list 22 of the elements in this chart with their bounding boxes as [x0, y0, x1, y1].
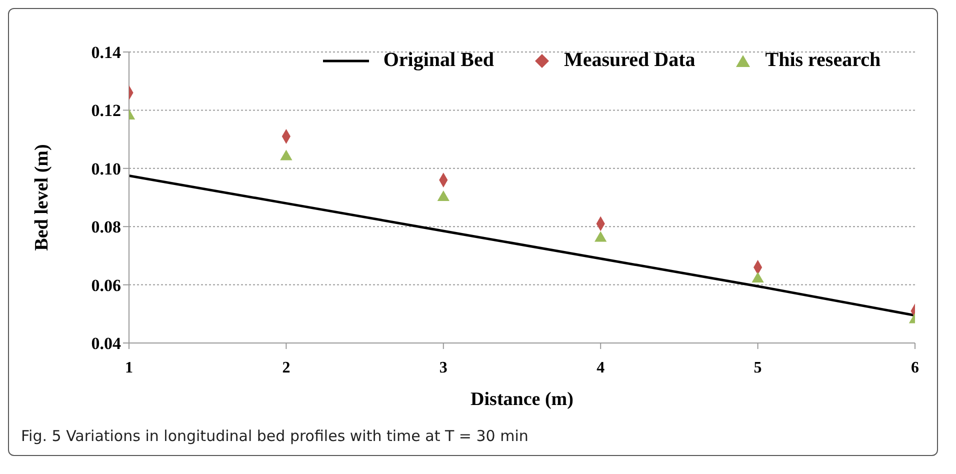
x-axis-title: Distance (m)	[470, 389, 574, 410]
x-tick-label: 6	[911, 359, 919, 376]
legend-label: This research	[765, 49, 881, 72]
x-tick-label: 3	[439, 359, 448, 376]
y-tick-label: 0.10	[91, 159, 121, 178]
y-tick-label: 0.08	[91, 218, 121, 237]
y-tick-label: 0.04	[91, 334, 122, 354]
x-tick-label: 5	[754, 359, 762, 376]
y-tick-label: 0.06	[91, 276, 121, 295]
legend-label: Measured Data	[564, 49, 696, 72]
y-axis-title: Bed level (m)	[32, 144, 53, 251]
point	[437, 190, 450, 202]
point	[752, 272, 764, 282]
legend-label: Original Bed	[383, 49, 494, 72]
point	[594, 231, 607, 242]
x-tick-label: 2	[282, 359, 290, 376]
caption: Fig. 5 Variations in longitudinal bed profiles with time at T = 30 min	[21, 427, 528, 445]
x-tick-label: 1	[125, 359, 133, 376]
point	[280, 150, 292, 160]
x-tick-label: 4	[596, 359, 605, 376]
y-tick-label: 0.12	[91, 101, 121, 120]
y-tick-label: 0.14	[91, 43, 122, 62]
